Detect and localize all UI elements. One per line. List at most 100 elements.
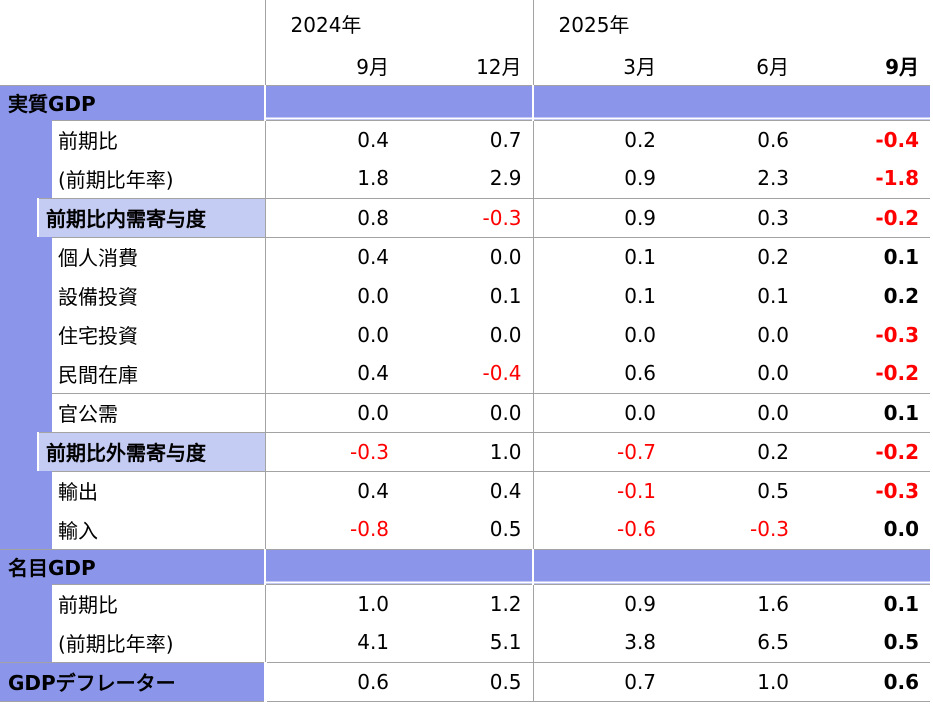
- data-row: 住宅投資 0.0 0.0 0.0 0.0 -0.3: [0, 315, 930, 354]
- value-cell: 0.9: [532, 159, 668, 198]
- row-label: 民間在庫: [58, 362, 138, 387]
- data-row: 設備投資 0.0 0.1 0.1 0.1 0.2: [0, 276, 930, 315]
- value-cell: 0.4: [264, 470, 401, 510]
- row-label: 設備投資: [58, 285, 138, 309]
- value-cell: 0.5: [489, 517, 522, 542]
- value-cell: 0.1: [800, 583, 931, 623]
- deflator-row: GDPデフレーター 0.6 0.5 0.7 1.0 0.6: [0, 661, 931, 702]
- data-row: 前期比 1.0 1.2 0.9 1.6 0.1: [0, 583, 931, 623]
- indent-cell: [0, 159, 38, 198]
- corner-cell: [0, 46, 266, 86]
- indent-cell: [0, 276, 38, 315]
- row-label: 官公需: [52, 392, 266, 432]
- subsection-header: 前期比外需寄与度: [36, 431, 266, 471]
- value-cell: 1.0: [667, 661, 801, 702]
- value-cell: -0.3: [800, 470, 931, 510]
- month-header: 9月: [800, 46, 931, 86]
- indent-cell: [38, 510, 52, 549]
- indent-cell: [38, 315, 52, 354]
- value-cell: -0.2: [875, 361, 920, 386]
- section-band-fill: [264, 85, 534, 120]
- value-cell: 0.0: [883, 517, 920, 542]
- row-label: 輸入: [58, 518, 98, 543]
- month-header-row: 9月 12月 3月 6月 9月: [0, 46, 931, 86]
- value-cell: 0.0: [264, 315, 401, 354]
- indent-cell: [38, 159, 52, 198]
- row-label: 前期比: [52, 583, 266, 623]
- value-cell: -0.6: [532, 510, 668, 549]
- value-cell: 2.3: [757, 166, 790, 191]
- indent-cell: [0, 120, 38, 159]
- value-cell: 0.0: [757, 361, 790, 386]
- value-cell: 0.8: [264, 197, 401, 237]
- section-band-fill: [532, 85, 931, 120]
- subsection-header: 前期比内需寄与度: [36, 197, 266, 237]
- value-cell: 0.1: [757, 283, 790, 308]
- year-header: 2025年: [532, 0, 931, 46]
- corner-cell: [0, 0, 265, 46]
- indent-cell: [0, 393, 38, 432]
- value-cell: 1.0: [400, 431, 534, 471]
- indent-cell: [0, 471, 38, 510]
- value-cell: 0.2: [883, 283, 920, 308]
- indent-cell: [38, 237, 52, 276]
- value-cell: -0.4: [800, 119, 931, 159]
- value-cell: -0.1: [532, 470, 668, 510]
- subsection-row: 前期比内需寄与度 0.8 -0.3 0.9 0.3 -0.2: [0, 197, 931, 237]
- row-label: 輸出: [52, 470, 266, 510]
- value-cell: 0.6: [800, 661, 931, 702]
- month-header: 3月: [532, 46, 668, 86]
- indent-cell: [38, 584, 52, 623]
- indent-cell: [38, 120, 52, 159]
- value-cell: 0.9: [532, 197, 668, 237]
- data-row: 個人消費 0.4 0.0 0.1 0.2 0.1: [0, 236, 931, 276]
- value-cell: 0.2: [532, 119, 668, 159]
- value-cell: 5.1: [489, 630, 522, 655]
- data-row: 民間在庫 0.4 -0.4 0.6 0.0 -0.2: [0, 354, 930, 393]
- value-cell: 0.0: [400, 392, 534, 432]
- row-label: (前期比年率): [58, 631, 174, 656]
- row-label: 住宅投資: [58, 324, 138, 348]
- month-header: 12月: [400, 46, 534, 86]
- value-cell: 1.6: [667, 583, 801, 623]
- section-header: 名目GDP: [0, 548, 266, 584]
- indent-cell: [0, 237, 38, 276]
- value-cell: -0.3: [875, 322, 920, 347]
- value-cell: 0.4: [264, 354, 401, 393]
- indent-cell: [38, 276, 52, 315]
- value-cell: 0.4: [400, 470, 534, 510]
- value-cell: 0.1: [800, 392, 931, 432]
- value-cell: 0.0: [532, 392, 668, 432]
- value-cell: 0.1: [532, 236, 668, 276]
- section-header: GDPデフレーター: [0, 661, 267, 702]
- indent-cell: [0, 510, 38, 549]
- value-cell: -1.8: [875, 166, 920, 191]
- value-cell: -0.8: [264, 510, 401, 549]
- value-cell: 1.0: [264, 583, 401, 623]
- value-cell: -0.4: [482, 361, 522, 386]
- indent-cell: [38, 623, 52, 662]
- value-cell: 0.7: [400, 119, 534, 159]
- indent-cell: [0, 315, 38, 354]
- section-band-row: 名目GDP: [0, 548, 931, 584]
- value-cell: -0.3: [264, 431, 401, 471]
- indent-cell: [38, 393, 52, 432]
- section-header: 実質GDP: [0, 85, 266, 120]
- indent-cell: [0, 584, 38, 623]
- value-cell: 4.1: [264, 623, 401, 662]
- value-cell: 0.9: [532, 583, 668, 623]
- value-cell: -0.2: [800, 197, 931, 237]
- value-cell: 0.6: [532, 354, 668, 393]
- value-cell: 0.7: [532, 661, 668, 702]
- subsection-row: 前期比外需寄与度 -0.3 1.0 -0.7 0.2 -0.2: [0, 431, 931, 471]
- value-cell: 0.0: [757, 322, 790, 347]
- row-label: (前期比年率): [58, 167, 174, 192]
- month-header: 9月: [264, 46, 401, 86]
- value-cell: 0.0: [667, 392, 801, 432]
- value-cell: 0.6: [667, 119, 801, 159]
- value-cell: 0.0: [264, 392, 401, 432]
- value-cell: 0.4: [264, 236, 401, 276]
- value-cell: 0.4: [264, 119, 401, 159]
- value-cell: 2.9: [489, 166, 522, 191]
